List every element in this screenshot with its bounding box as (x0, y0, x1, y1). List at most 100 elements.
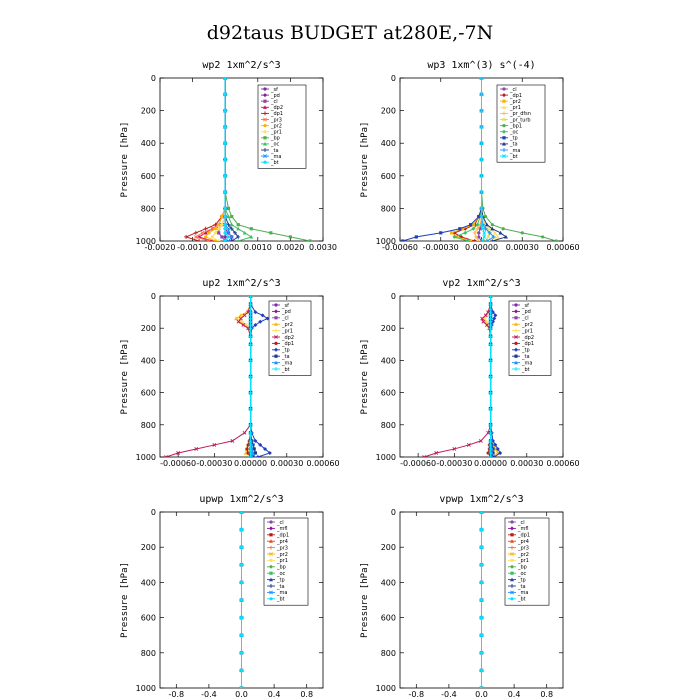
series-group (401, 78, 558, 241)
legend-marker (510, 533, 514, 537)
data-point-bt (248, 438, 253, 443)
legend-marker (510, 584, 514, 588)
chart-panel-3: up2 1xm^2/s^3 0 200 400 600 800 1000 Pressure [… (120, 278, 340, 468)
data-point-bp (269, 231, 273, 235)
legend-marker (502, 105, 506, 109)
data-point-tp (414, 235, 418, 239)
data-point-bt (479, 157, 484, 162)
legend-marker (502, 111, 506, 116)
y-tick-label: 200 (381, 543, 396, 552)
legend-marker (263, 105, 267, 109)
data-point-bt (479, 616, 484, 620)
y-tick-label: 0 (391, 74, 396, 83)
x-tick-label: 0.8 (300, 690, 313, 699)
legend-marker (502, 129, 506, 134)
data-point-bt (248, 422, 253, 427)
data-point-bt (488, 302, 493, 307)
data-point-bt (223, 231, 227, 235)
data-point-bp (230, 214, 234, 219)
y-axis-label: Pressure [hPa] (120, 562, 130, 638)
legend-marker (269, 564, 273, 569)
data-point-bt (223, 190, 227, 194)
data-point-bt (488, 296, 493, 298)
legend-marker (274, 328, 278, 333)
data-point-ta (251, 443, 255, 447)
data-point-pr1 (219, 222, 224, 227)
legend-marker (502, 117, 506, 122)
legend-entry: _pr1 (281, 328, 293, 334)
x-tick-label: -0.00030 (196, 459, 232, 468)
y-tick-label: 400 (141, 139, 156, 148)
data-point-oc (463, 230, 468, 235)
data-point-bt (479, 173, 484, 178)
data-point-pr2 (460, 227, 465, 231)
y-tick-label: 400 (381, 139, 396, 148)
data-point-dp2 (434, 451, 439, 455)
x-tick-label: -0.00030 (436, 459, 472, 468)
legend-marker (263, 129, 267, 134)
y-tick-label: 400 (381, 356, 396, 365)
legend-entry: _ma (281, 360, 292, 366)
data-point-bt (479, 580, 484, 585)
data-point-ma (491, 234, 496, 239)
data-point-bt (239, 528, 244, 532)
legend-marker (510, 597, 514, 601)
data-point-ma (484, 239, 489, 241)
data-point-dp2 (422, 455, 427, 457)
data-point-bt (479, 686, 484, 688)
data-point-bp (226, 206, 231, 210)
legend-marker (263, 136, 267, 140)
legend: _cl_dp1_pr2_pr1_pr_dfsn_pr_turb_bp1_oc_t… (496, 84, 546, 163)
legend-entry: _pr3 (517, 545, 529, 551)
legend-entry: _pr3 (270, 117, 282, 123)
data-point-bt (488, 422, 493, 427)
x-tick-label: 0.4 (508, 690, 521, 699)
legend-entry: _dp1 (270, 111, 283, 117)
data-point-pr3 (193, 235, 198, 239)
data-point-bt (479, 124, 484, 129)
data-point-tp (469, 223, 473, 227)
plot-frame (159, 295, 324, 458)
y-axis-label: Pressure [hPa] (120, 339, 130, 415)
y-tick-label: 400 (141, 356, 156, 365)
panel-title: wp2 1xm^2/s^3 (202, 60, 280, 71)
x-tick-label: 0.00060 (306, 459, 339, 468)
data-point-bt (488, 390, 493, 395)
data-point-bp1 (554, 239, 558, 241)
legend-entry: _ta (517, 584, 526, 590)
legend-entry: _pr2 (276, 552, 288, 558)
x-tick-label: -0.00030 (423, 243, 459, 252)
legend-marker (269, 584, 273, 588)
data-point-pr1 (484, 319, 489, 324)
data-point-tp (492, 316, 497, 321)
data-point-pr2 (450, 231, 454, 235)
legend-marker (274, 360, 278, 365)
data-point-bt (479, 512, 484, 514)
data-point-bp (308, 239, 312, 241)
data-point-ta (498, 230, 503, 235)
legend-marker (269, 571, 273, 575)
x-tick-label: 0.00030 (506, 243, 539, 252)
legend-entry: _pr1 (521, 328, 533, 334)
legend-entry: _bt (521, 367, 530, 373)
data-point-bt (248, 302, 253, 307)
y-tick-label: 1000 (136, 237, 156, 246)
data-point-ta (226, 222, 231, 227)
legend-entry: _oc (509, 130, 519, 136)
legend-marker (263, 141, 267, 146)
legend-entry: _pd (521, 309, 531, 315)
data-point-pr1 (482, 316, 487, 321)
legend-marker (502, 99, 506, 103)
legend-entry: _oc (517, 571, 527, 577)
legend-marker (510, 590, 514, 595)
x-tick-label: -0.00060 (160, 459, 196, 468)
legend-entry: _cl (281, 316, 289, 322)
data-point-bt (479, 206, 484, 211)
x-tick-label: -0.4 (441, 690, 457, 699)
data-point-bt (248, 446, 253, 451)
data-point-bt (248, 374, 253, 379)
legend-marker (502, 124, 506, 128)
legend-entry: _pr_turb (509, 117, 531, 123)
legend-marker (274, 309, 278, 314)
legend-marker (502, 136, 506, 140)
